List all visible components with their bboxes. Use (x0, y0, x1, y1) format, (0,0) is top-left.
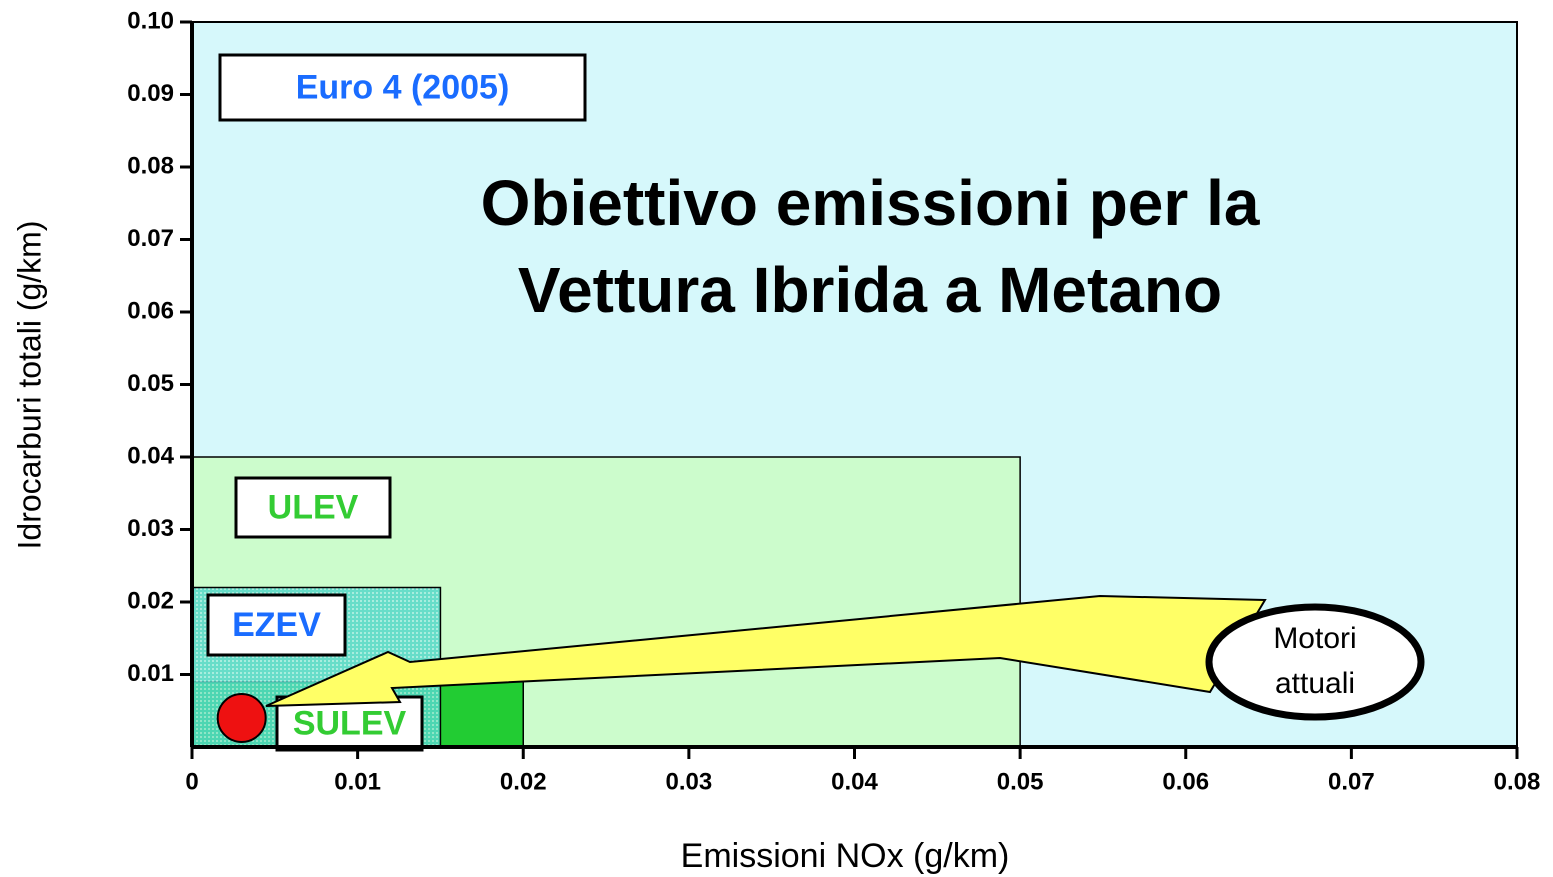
y-tick-label: 0.04 (127, 442, 174, 469)
y-tick-label: 0.03 (127, 515, 174, 542)
y-tick-label: 0.07 (127, 225, 174, 252)
y-tick-label: 0.10 (127, 7, 174, 34)
x-axis-label: Emissioni NOx (g/km) (681, 837, 1010, 875)
region-label: SULEV (293, 704, 407, 742)
x-tick-label: 0.05 (997, 768, 1044, 795)
region-label: Euro 4 (2005) (296, 68, 510, 106)
y-axis-label: Idrocarburi totali (g/km) (11, 221, 47, 550)
arrow (265, 594, 1267, 707)
annotation-ellipse (1205, 603, 1425, 721)
region-label-box (234, 476, 392, 539)
y-tick-label: 0.02 (127, 587, 174, 614)
x-tick-label: 0.01 (334, 768, 381, 795)
annotation: Motori (1273, 622, 1356, 655)
y-tick-label: 0.06 (127, 297, 174, 324)
x-tick-label: 0 (185, 768, 198, 795)
region-label-box (206, 593, 347, 657)
region-label: EZEV (232, 606, 321, 644)
y-tick-label: 0.05 (127, 370, 174, 397)
x-tick-label: 0.03 (666, 768, 713, 795)
x-tick-label: 0.06 (1162, 768, 1209, 795)
x-tick-label: 0.02 (500, 768, 547, 795)
annotation: attuali (1275, 667, 1355, 700)
region-label-box (218, 53, 587, 122)
y-tick-label: 0.01 (127, 660, 174, 687)
y-tick-label: 0.09 (127, 80, 174, 107)
chart-title: Vettura Ibrida a Metano (518, 254, 1222, 326)
x-tick-label: 0.07 (1328, 768, 1375, 795)
x-tick-label: 0.08 (1494, 768, 1541, 795)
point (216, 693, 267, 743)
chart-title: Obiettivo emissioni per la (481, 167, 1260, 239)
region-label: ULEV (268, 488, 359, 526)
x-tick-label: 0.04 (831, 768, 878, 795)
y-tick-label: 0.08 (127, 152, 174, 179)
